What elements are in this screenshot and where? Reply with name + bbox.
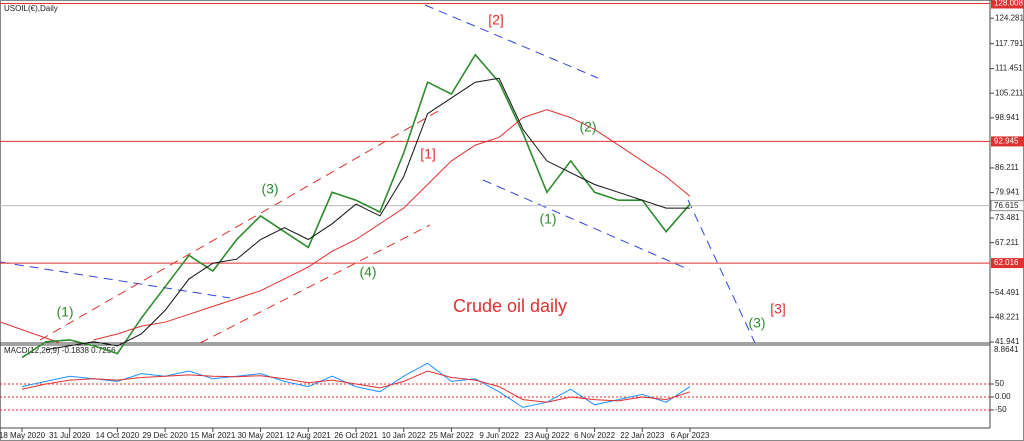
series-line	[21, 362, 691, 408]
y-tick-label: 98.941	[995, 113, 1020, 122]
x-tick-label: 30 May 2021	[237, 431, 284, 440]
x-tick-label: 6 Apr 2023	[671, 431, 710, 440]
series-line	[21, 53, 691, 359]
wave-label: [2]	[488, 12, 504, 28]
max-price-label: 128.008	[994, 0, 1023, 8]
y-tick-label: 73.481	[995, 213, 1020, 222]
y-tick-label: 124.281	[995, 13, 1024, 22]
x-tick-label: 12 Aug 2021	[286, 431, 331, 440]
y-tick-label: 111.451	[995, 64, 1023, 73]
level-label-box	[991, 136, 1024, 147]
y-tick-label: 67.211	[995, 238, 1019, 247]
wave-label: (1)	[539, 211, 556, 227]
wave-label: (4)	[359, 264, 376, 280]
level-label: 92.945	[994, 137, 1019, 146]
series-line	[93, 109, 691, 341]
current-price-label: 76.615	[994, 201, 1019, 210]
x-tick-label: 10 Jan 2022	[382, 431, 427, 440]
trend-line	[687, 199, 756, 344]
trend-line	[39, 109, 441, 341]
level-label-box	[991, 258, 1024, 269]
y-tick-label: 54.491	[995, 288, 1020, 297]
y-tick-label: 86.211	[995, 163, 1019, 172]
x-tick-label: 22 Jan 2023	[620, 431, 665, 440]
y-tick-label: 50	[995, 379, 1004, 388]
macd-title: MACD(12,26,9) -0.1838 0.7256	[4, 346, 116, 355]
x-tick-label: 14 Oct 2020	[96, 431, 140, 440]
wave-label: (3)	[748, 315, 765, 331]
wave-label: (1)	[56, 304, 73, 320]
trend-line	[482, 179, 691, 271]
wave-label: [3]	[770, 301, 786, 317]
x-tick-label: 9 Jun 2022	[479, 431, 519, 440]
y-tick-label: -50	[995, 405, 1007, 414]
annotation: Crude oil daily	[453, 296, 567, 316]
trend-line	[0, 261, 231, 299]
level-label: 62.016	[994, 258, 1019, 267]
max-price-box	[991, 0, 1024, 9]
x-tick-label: 29 Dec 2020	[142, 431, 188, 440]
y-tick-label: 48.221	[995, 312, 1020, 321]
y-tick-label: 117.791	[995, 39, 1024, 48]
current-price-box	[990, 200, 1024, 212]
wave-label: [1]	[420, 146, 436, 162]
x-tick-label: 15 Mar 2021	[190, 431, 235, 440]
wave-label: (2)	[579, 119, 596, 135]
x-tick-label: 6 Nov 2022	[574, 431, 615, 440]
trend-line	[0, 321, 61, 344]
y-tick-label: 41.941	[995, 337, 1020, 346]
x-tick-label: 18 May 2020	[0, 431, 46, 440]
trend-line	[199, 224, 431, 344]
x-tick-label: 25 Mar 2022	[429, 431, 474, 440]
wave-label: (3)	[261, 181, 278, 197]
x-tick-label: 26 Oct 2021	[334, 431, 378, 440]
trend-lines	[0, 4, 756, 344]
trend-line	[424, 4, 599, 79]
y-tick-label: 105.211	[995, 88, 1024, 97]
y-tick-label: 79.941	[995, 188, 1020, 197]
series-line	[21, 370, 691, 403]
macd-scale-label: 8.8641	[994, 345, 1019, 354]
y-tick-label: 0.00	[995, 392, 1011, 401]
x-tick-label: 31 Jul 2020	[49, 431, 91, 440]
series-line	[45, 77, 690, 351]
chart-title: USOIL(€),Daily	[4, 4, 58, 13]
x-tick-label: 23 Aug 2022	[524, 431, 569, 440]
